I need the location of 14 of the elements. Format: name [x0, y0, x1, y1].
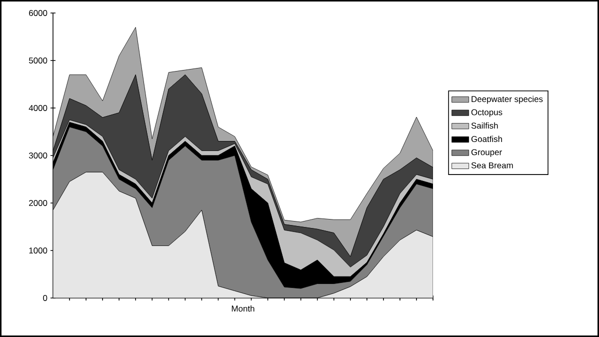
legend-label: Octopus: [471, 109, 502, 117]
legend-label: Goatfish: [471, 136, 502, 142]
legend-label: Deepwater species: [472, 96, 543, 104]
y-tick-label: 1000: [29, 248, 48, 254]
legend-label: Grouper: [471, 149, 502, 157]
y-tick-label: 5000: [28, 58, 48, 64]
x-axis-title: Month: [232, 305, 254, 312]
y-tick-label: 0: [43, 295, 48, 301]
y-tick-label: 4000: [28, 105, 48, 111]
y-tick-label: 6000: [29, 10, 48, 16]
legend-label: Sailfish: [471, 122, 498, 129]
y-tick-label: 3000: [28, 152, 48, 158]
legend-label: Sea Bream: [471, 162, 513, 168]
y-tick-label: 2000: [29, 200, 48, 206]
